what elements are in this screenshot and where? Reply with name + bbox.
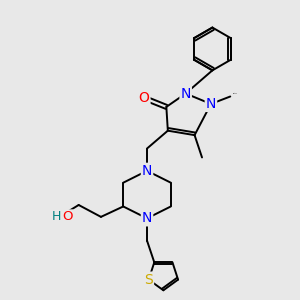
Text: N: N xyxy=(142,212,152,225)
Text: S: S xyxy=(144,273,153,286)
Text: methyl: methyl xyxy=(233,94,238,95)
Text: N: N xyxy=(206,97,216,111)
Text: O: O xyxy=(62,210,73,224)
Text: methyl: methyl xyxy=(232,93,238,94)
Text: methyl: methyl xyxy=(230,95,235,97)
Text: methyl: methyl xyxy=(232,95,237,97)
Text: N: N xyxy=(142,164,152,178)
Text: N: N xyxy=(181,86,191,100)
Text: O: O xyxy=(139,91,149,105)
Text: H: H xyxy=(52,210,61,224)
